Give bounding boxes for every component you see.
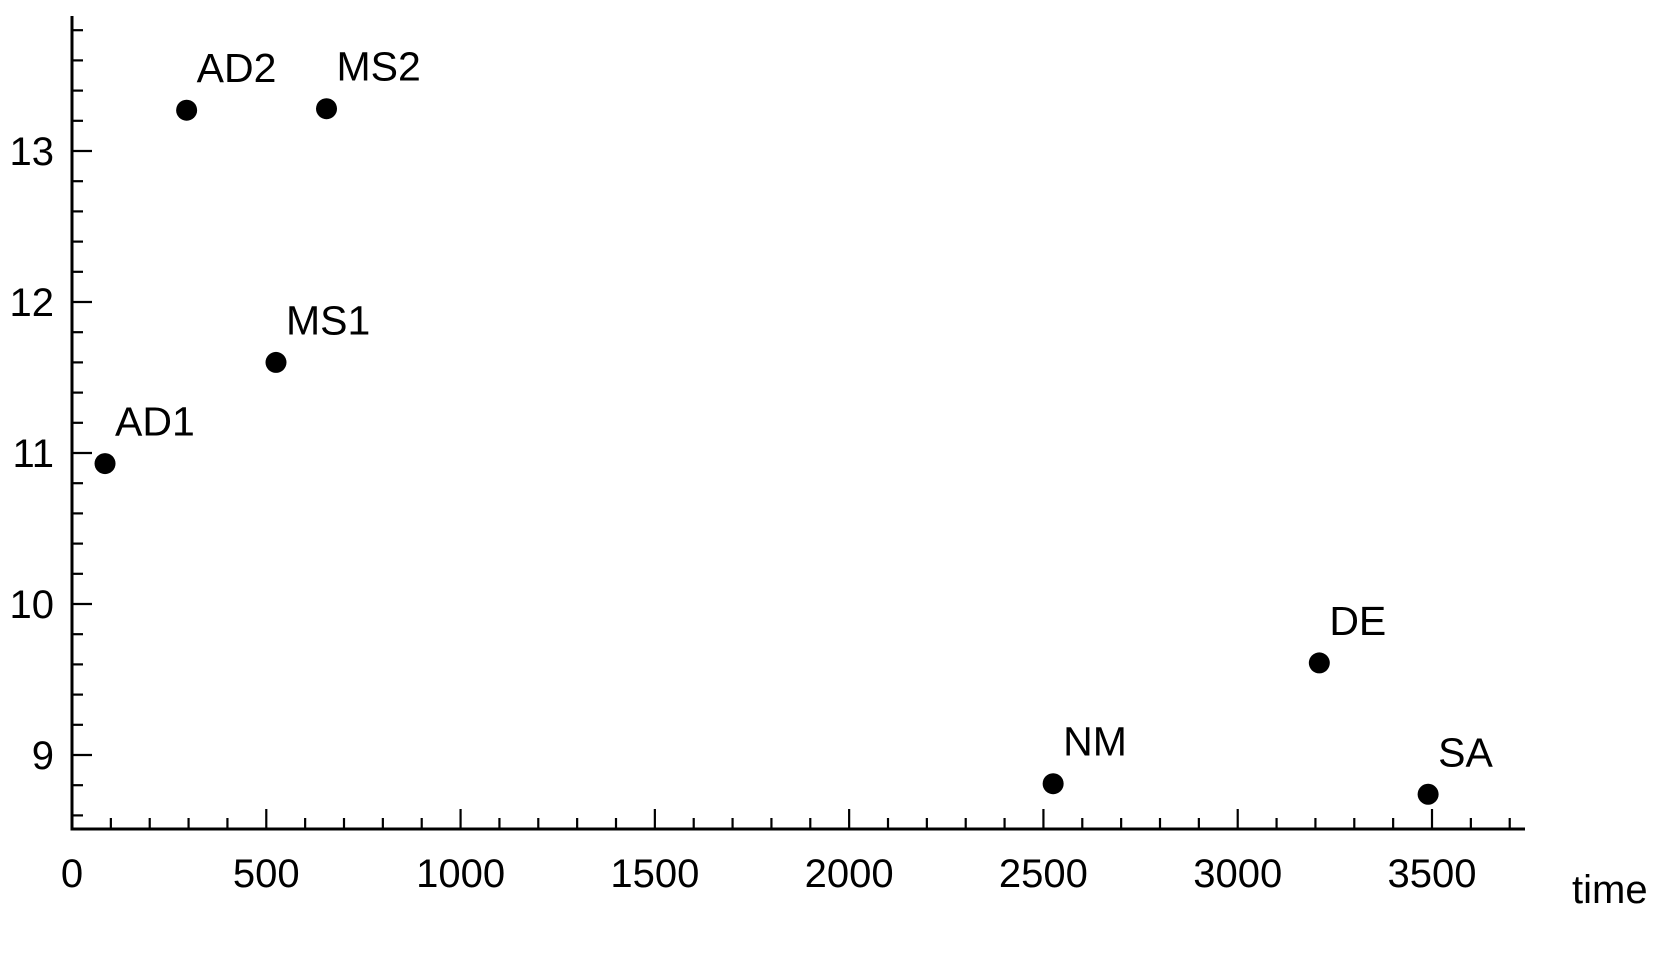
data-point-sa — [1417, 783, 1439, 805]
data-point-label: SA — [1438, 729, 1493, 775]
data-point-de — [1308, 652, 1330, 674]
x-tick-label: 3500 — [1388, 852, 1477, 896]
data-point-label: DE — [1329, 598, 1386, 644]
x-tick-label: 1500 — [610, 852, 699, 896]
y-tick-label: 10 — [10, 583, 55, 627]
y-tick-label: 9 — [32, 734, 54, 778]
data-point-ms1 — [265, 351, 287, 373]
y-axis-ticks: 9 10 11 12 13 — [10, 29, 92, 817]
x-tick-label: 0 — [61, 852, 83, 896]
x-tick-label: 2500 — [999, 852, 1088, 896]
data-point-label: MS1 — [286, 297, 370, 343]
data-point-ms2 — [316, 98, 338, 120]
data-point-label: AD1 — [115, 399, 195, 445]
data-point-ad2 — [176, 99, 198, 121]
x-tick-label: 1000 — [416, 852, 505, 896]
data-point-label: NM — [1063, 719, 1127, 765]
data-points: AD1 AD2 MS1 MS2 NM DE SA — [94, 44, 1493, 805]
x-tick-label: 2000 — [805, 852, 894, 896]
axes — [70, 16, 1525, 831]
x-tick-label: 3000 — [1193, 852, 1282, 896]
x-axis-ticks: 0 500 1000 1500 2000 2500 3000 3500 — [61, 809, 1511, 896]
x-tick-label: 500 — [233, 852, 300, 896]
data-point-label: MS2 — [337, 44, 421, 90]
y-tick-label: 13 — [10, 130, 55, 174]
data-point-nm — [1042, 773, 1064, 795]
y-tick-label: 11 — [12, 432, 54, 476]
data-point-ad1 — [94, 453, 116, 475]
x-axis-title: time — [1572, 868, 1648, 912]
data-point-label: AD2 — [197, 45, 277, 91]
y-tick-label: 12 — [10, 281, 55, 325]
